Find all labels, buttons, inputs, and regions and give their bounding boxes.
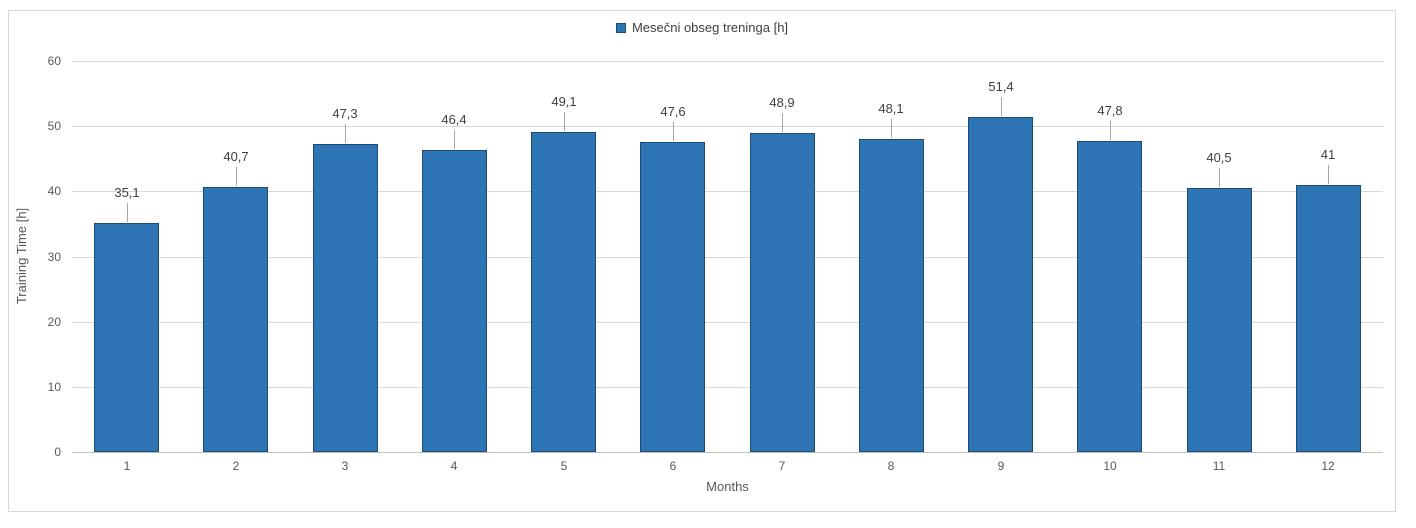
data-label-leader-line xyxy=(673,122,674,141)
x-tick-label: 2 xyxy=(232,459,240,473)
data-label: 35,1 xyxy=(114,185,140,200)
data-label-leader-line xyxy=(454,130,455,149)
data-label: 51,4 xyxy=(988,79,1014,94)
x-tick-label: 10 xyxy=(1103,459,1117,473)
x-axis-line xyxy=(72,452,1383,453)
x-tick-label: 6 xyxy=(669,459,677,473)
bar[interactable] xyxy=(1296,185,1361,452)
x-axis-title: Months xyxy=(706,479,749,494)
bar[interactable] xyxy=(313,144,378,452)
data-label: 47,8 xyxy=(1097,103,1123,118)
data-label: 46,4 xyxy=(441,112,467,127)
bar[interactable] xyxy=(859,139,924,452)
data-label: 48,1 xyxy=(878,101,904,116)
data-label-leader-line xyxy=(1110,121,1111,140)
data-label-leader-line xyxy=(1219,168,1220,187)
gridline xyxy=(72,126,1383,127)
bar[interactable] xyxy=(968,117,1033,452)
x-tick-label: 9 xyxy=(997,459,1005,473)
data-label-leader-line xyxy=(891,119,892,138)
bar[interactable] xyxy=(640,142,705,452)
y-tick-label: 50 xyxy=(47,119,61,133)
data-label-leader-line xyxy=(1001,97,1002,116)
bar[interactable] xyxy=(531,132,596,452)
y-axis-title: Training Time [h] xyxy=(14,207,29,305)
bar[interactable] xyxy=(203,187,268,452)
data-label-leader-line xyxy=(564,112,565,131)
legend-marker-icon xyxy=(615,23,626,33)
y-tick-label: 40 xyxy=(47,184,61,198)
bar[interactable] xyxy=(1187,188,1252,452)
bar[interactable] xyxy=(1077,141,1142,452)
y-tick-label: 30 xyxy=(47,250,61,264)
chart-frame: Mesečni obseg treninga [h] 0 10 20 30 40 50 60… xyxy=(8,10,1396,512)
y-tick-label: 10 xyxy=(47,380,61,394)
data-label-leader-line xyxy=(236,167,237,186)
y-tick-label: 20 xyxy=(47,315,61,329)
x-tick-label: 1 xyxy=(123,459,131,473)
bar[interactable] xyxy=(750,133,815,452)
data-label-leader-line xyxy=(127,203,128,222)
gridline xyxy=(72,257,1383,258)
x-tick-label: 7 xyxy=(778,459,786,473)
y-tick-label: 0 xyxy=(54,445,61,459)
x-tick-label: 4 xyxy=(450,459,458,473)
data-label-leader-line xyxy=(1328,165,1329,184)
gridline xyxy=(72,191,1383,192)
y-tick-label: 60 xyxy=(47,54,61,68)
data-label: 40,7 xyxy=(223,149,249,164)
data-label: 48,9 xyxy=(769,95,795,110)
data-label: 40,5 xyxy=(1206,150,1232,165)
bar[interactable] xyxy=(94,223,159,452)
gridline xyxy=(72,387,1383,388)
data-label: 47,6 xyxy=(660,104,686,119)
x-tick-label: 5 xyxy=(560,459,568,473)
data-label: 41 xyxy=(1320,147,1336,162)
x-tick-label: 12 xyxy=(1321,459,1335,473)
x-tick-label: 11 xyxy=(1212,459,1226,473)
data-label: 49,1 xyxy=(551,94,577,109)
data-label-leader-line xyxy=(345,124,346,143)
legend-label: Mesečni obseg treninga [h] xyxy=(631,20,789,35)
data-label: 47,3 xyxy=(332,106,358,121)
x-tick-label: 3 xyxy=(341,459,349,473)
gridline xyxy=(72,322,1383,323)
x-tick-label: 8 xyxy=(887,459,895,473)
plot-area: 0 10 20 30 40 50 60 35,1 1 40,7 2 47,3 3 46,4 4 49,1 5 47… xyxy=(9,11,1395,511)
bar[interactable] xyxy=(422,150,487,452)
gridline xyxy=(72,61,1383,62)
legend[interactable]: Mesečni obseg treninga [h] xyxy=(9,20,1395,36)
data-label-leader-line xyxy=(782,113,783,132)
